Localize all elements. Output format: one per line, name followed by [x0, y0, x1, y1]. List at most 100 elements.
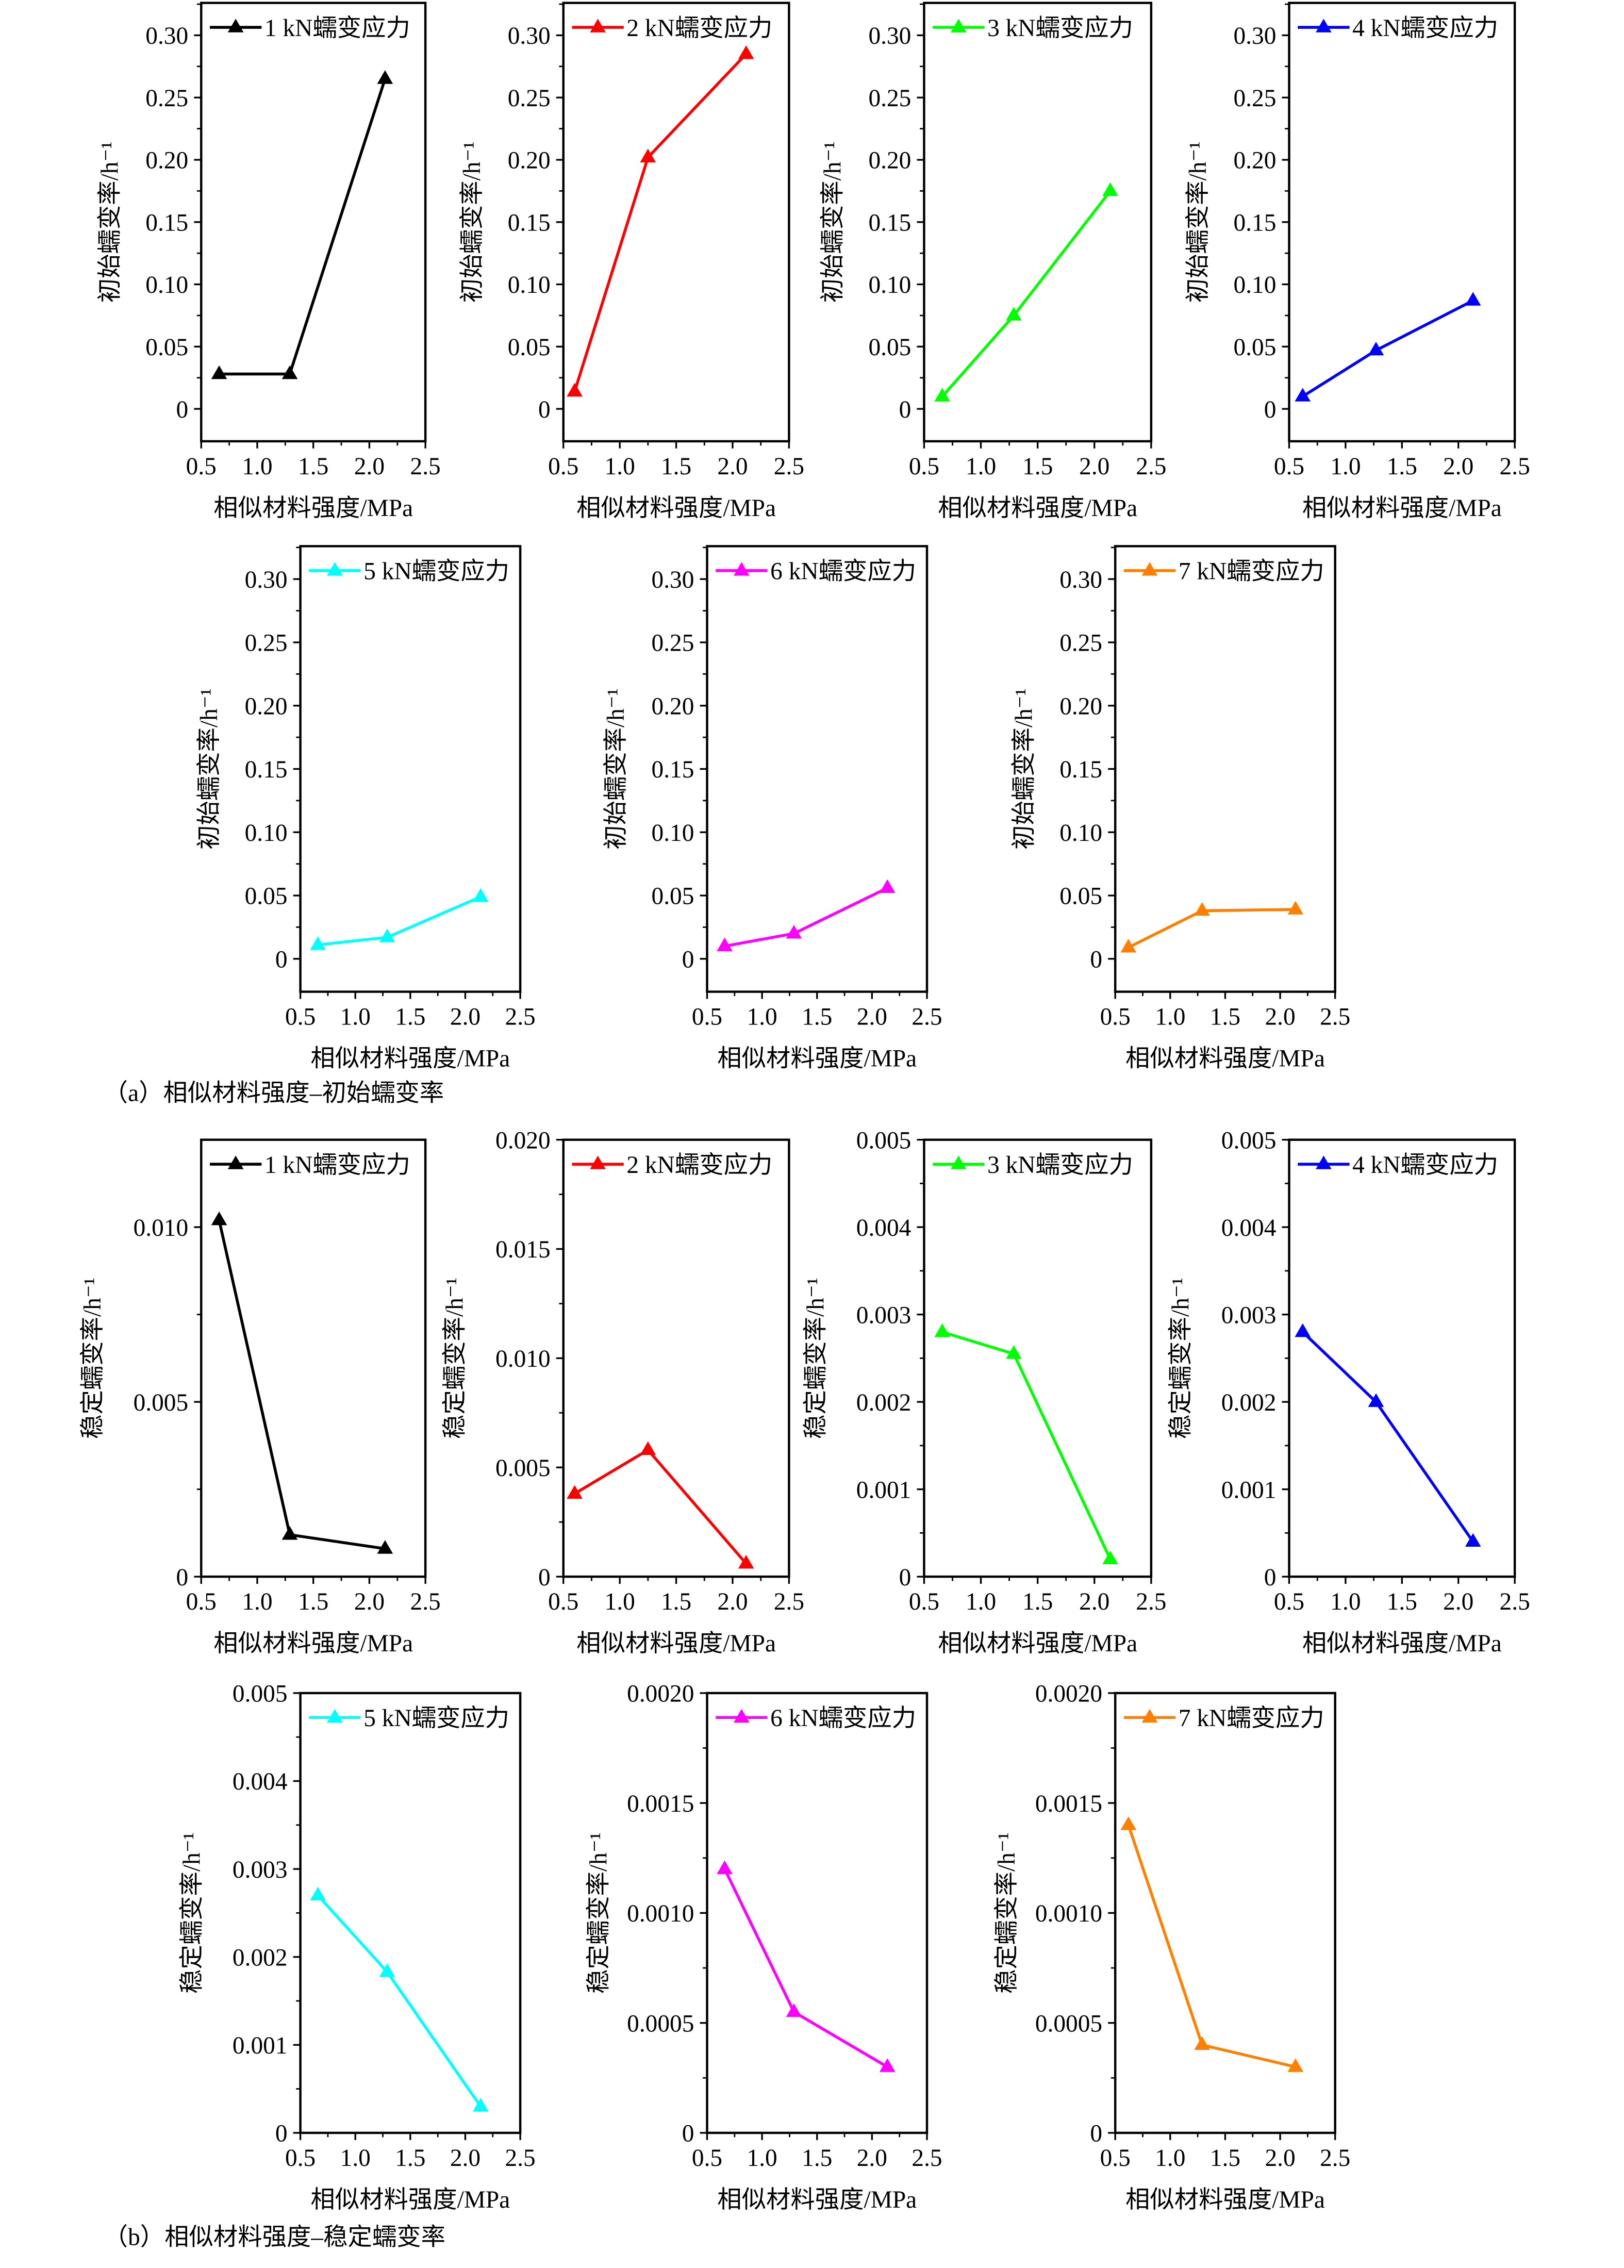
chart-panel: 0.5 1.0 1.5 2.0 2.5 0 0.05 0.10 0.15 0.20 0.25 0.30… — [1185, 2, 1530, 522]
data-point — [1120, 1816, 1137, 1830]
x-tick-label: 2.0 — [1079, 453, 1109, 480]
x-axis-label: 相似材料强度/MPa — [717, 2187, 917, 2213]
y-tick-label: 0.015 — [495, 1236, 551, 1263]
legend-label: 4 kN蠕变应力 — [1352, 15, 1498, 42]
x-tick-label: 0.5 — [548, 1588, 578, 1615]
data-point — [1368, 1393, 1384, 1407]
x-tick-label: 2.5 — [1320, 1004, 1350, 1031]
chart-panel: 0.5 1.0 1.5 2.0 2.5 0 0.0005 0.0010 0.0015 0.0020… — [585, 1681, 942, 2213]
legend-label: 6 kN蠕变应力 — [770, 1705, 916, 1732]
data-point — [1194, 2036, 1210, 2050]
y-axis-label: 初始蠕变率/h⁻¹ — [603, 688, 629, 850]
y-tick-label: 0.05 — [508, 334, 551, 361]
series-line — [218, 1219, 386, 1550]
y-tick-label: 0.20 — [1233, 147, 1276, 174]
legend-marker — [1141, 1709, 1158, 1723]
series-line — [1301, 1331, 1474, 1543]
series-line — [1302, 299, 1474, 398]
y-tick-label: 0.020 — [495, 1127, 551, 1154]
y-tick-label: 0 — [682, 946, 694, 973]
data-point — [1287, 2058, 1304, 2072]
plot-frame — [200, 1138, 427, 1578]
y-tick-label: 0.004 — [856, 1215, 912, 1241]
series-line — [574, 1448, 748, 1565]
y-tick-label: 0.30 — [1233, 23, 1276, 49]
x-tick-label: 0.5 — [1100, 1004, 1131, 1031]
y-tick-label: 0.002 — [1221, 1389, 1277, 1416]
y-axis-label: 稳定蠕变率/h⁻¹ — [79, 1278, 106, 1439]
data-point — [1006, 307, 1022, 321]
y-axis-label: 初始蠕变率/h⁻¹ — [1185, 141, 1212, 303]
data-point — [879, 2058, 896, 2072]
y-tick-label: 0.25 — [868, 85, 911, 112]
data-point — [1295, 388, 1311, 402]
x-tick-label: 2.5 — [912, 1004, 942, 1031]
y-tick-label: 0.25 — [652, 630, 694, 657]
data-point — [786, 924, 802, 939]
chart-panel: 0.5 1.0 1.5 2.0 2.5 0 0.05 0.10 0.15 0.20 0.25 0.30… — [603, 545, 942, 1072]
y-tick-label: 0 — [1264, 396, 1277, 423]
x-tick-label: 1.0 — [242, 453, 272, 480]
legend-marker — [590, 1155, 606, 1169]
y-tick-label: 0.0020 — [627, 1681, 694, 1708]
x-tick-label: 1.0 — [747, 1004, 777, 1031]
y-tick-label: 0.30 — [868, 23, 911, 49]
y-tick-label: 0.20 — [868, 147, 911, 174]
y-tick-label: 0.10 — [1059, 820, 1102, 847]
x-tick-label: 1.0 — [966, 453, 996, 480]
x-axis-label: 相似材料强度/MPa — [213, 495, 413, 522]
x-tick-label: 2.0 — [717, 453, 748, 480]
x-axis-label: 相似材料强度/MPa — [576, 1630, 776, 1657]
x-axis-label: 相似材料强度/MPa — [938, 495, 1137, 522]
data-point — [310, 1886, 326, 1901]
plot-frame — [1288, 1138, 1516, 1578]
data-point — [567, 1485, 583, 1499]
legend-label: 2 kN蠕变应力 — [626, 1152, 772, 1179]
y-tick-label: 0.005 — [856, 1127, 912, 1154]
x-tick-label: 1.0 — [1155, 1004, 1185, 1031]
legend-marker — [1141, 562, 1158, 576]
y-tick-label: 0.10 — [508, 272, 551, 299]
y-tick-label: 0.25 — [508, 85, 551, 112]
y-tick-label: 0 — [275, 946, 288, 973]
x-tick-label: 1.0 — [966, 1588, 996, 1615]
x-tick-label: 2.5 — [912, 2145, 942, 2172]
chart-panel: 0.5 1.0 1.5 2.0 2.5 0 0.05 0.10 0.15 0.20 0.25 0.30… — [459, 2, 804, 522]
y-axis-label: 初始蠕变率/h⁻¹ — [196, 688, 223, 850]
data-point — [1295, 1323, 1311, 1337]
series-line — [219, 78, 387, 376]
data-point — [1102, 1550, 1118, 1564]
y-axis-label: 初始蠕变率/h⁻¹ — [820, 141, 847, 303]
chart-panel: 0.5 1.0 1.5 2.0 2.5 0 0.005 0.010 相似材料强度/MPa 稳定蠕变… — [79, 1138, 441, 1657]
y-tick-label: 0.002 — [233, 1944, 288, 1971]
data-point — [738, 45, 754, 59]
series-line — [941, 190, 1112, 398]
data-point — [473, 888, 489, 902]
y-tick-label: 0.10 — [145, 272, 188, 299]
series-line — [317, 1894, 482, 2108]
y-tick-label: 0.30 — [145, 23, 188, 49]
y-tick-label: 0.005 — [134, 1389, 189, 1416]
plot-frame — [923, 2, 1153, 443]
y-tick-label: 0 — [899, 396, 912, 423]
y-axis-label: 稳定蠕变率/h⁻¹ — [1167, 1278, 1194, 1439]
x-tick-label: 1.0 — [1330, 1588, 1361, 1615]
y-axis-label: 初始蠕变率/h⁻¹ — [459, 141, 486, 303]
y-tick-label: 0.20 — [508, 147, 551, 174]
y-tick-label: 0.0005 — [627, 2010, 694, 2037]
y-tick-label: 0.0020 — [1035, 1681, 1102, 1708]
x-tick-label: 1.5 — [1387, 1588, 1417, 1615]
x-tick-label: 2.0 — [1443, 453, 1473, 480]
data-point — [1006, 1345, 1022, 1359]
legend-marker — [951, 19, 967, 32]
x-tick-label: 2.5 — [505, 2145, 536, 2172]
x-tick-label: 2.0 — [450, 2145, 480, 2172]
data-point — [738, 1554, 754, 1569]
x-tick-label: 1.5 — [1022, 453, 1053, 480]
y-tick-label: 0.002 — [856, 1389, 912, 1416]
x-axis-label: 相似材料强度/MPa — [1125, 2187, 1325, 2213]
data-point — [1368, 341, 1384, 356]
x-tick-label: 1.5 — [802, 2145, 832, 2172]
y-tick-label: 0 — [176, 1564, 188, 1591]
y-tick-label: 0 — [1264, 1564, 1277, 1591]
